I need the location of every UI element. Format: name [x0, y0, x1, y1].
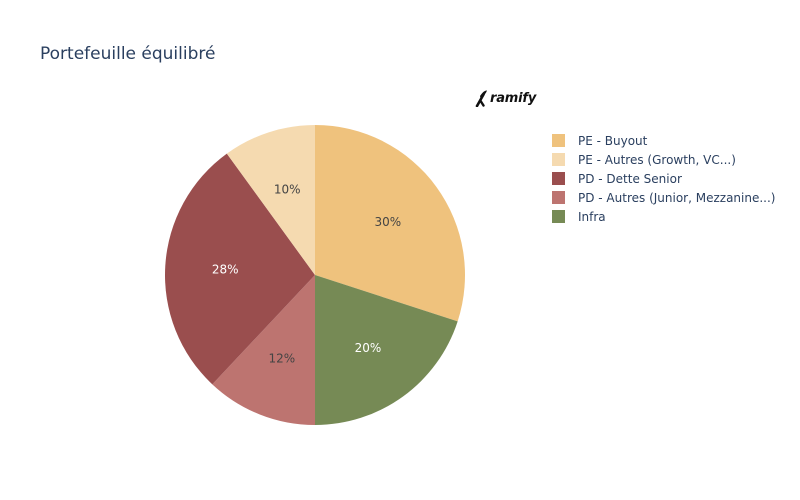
legend-item-pd-autres-junior-mezzanine[interactable]: PD - Autres (Junior, Mezzanine...)	[552, 188, 775, 207]
pie-label-pd-autres-junior-mezzanine: 12%	[269, 352, 296, 366]
pie-label-pd-dette-senior: 28%	[212, 262, 239, 276]
legend-swatch	[552, 210, 565, 223]
pie-slice-pd-autres-junior-mezzanine[interactable]	[212, 275, 315, 426]
brand-name: ramify	[490, 90, 537, 106]
legend-item-pd-dette-senior[interactable]: PD - Dette Senior	[552, 169, 775, 188]
brand-logo: ramify	[474, 88, 536, 108]
pie-slice-pe-autres-growth-vc[interactable]	[226, 125, 315, 275]
legend-swatch	[552, 172, 565, 185]
legend-item-pe-buyout[interactable]: PE - Buyout	[552, 131, 775, 150]
legend-item-pe-autres-growth-vc[interactable]: PE - Autres (Growth, VC...)	[552, 150, 775, 169]
pie-label-pe-buyout: 30%	[374, 215, 401, 229]
legend-swatch	[552, 153, 565, 166]
pie-slice-infra[interactable]	[315, 275, 458, 425]
legend-label: PD - Autres (Junior, Mezzanine...)	[578, 190, 776, 205]
legend-swatch	[552, 134, 565, 147]
pie-label-infra: 20%	[355, 341, 382, 355]
ramify-logo-icon	[475, 90, 487, 107]
legend-label: Infra	[578, 209, 606, 224]
legend-label: PD - Dette Senior	[578, 171, 682, 186]
legend-label: PE - Autres (Growth, VC...)	[578, 152, 736, 167]
chart-title: Portefeuille équilibré	[40, 44, 216, 64]
chart-legend: PE - Buyout PE - Autres (Growth, VC...) PD…	[552, 131, 775, 226]
legend-label: PE - Buyout	[578, 133, 648, 148]
pie-slice-pe-buyout[interactable]	[315, 125, 466, 322]
legend-swatch	[552, 191, 565, 204]
legend-item-infra[interactable]: Infra	[552, 207, 775, 226]
pie-label-pe-autres-growth-vc: 10%	[274, 182, 301, 196]
pie-slice-pd-dette-senior[interactable]	[164, 153, 315, 385]
